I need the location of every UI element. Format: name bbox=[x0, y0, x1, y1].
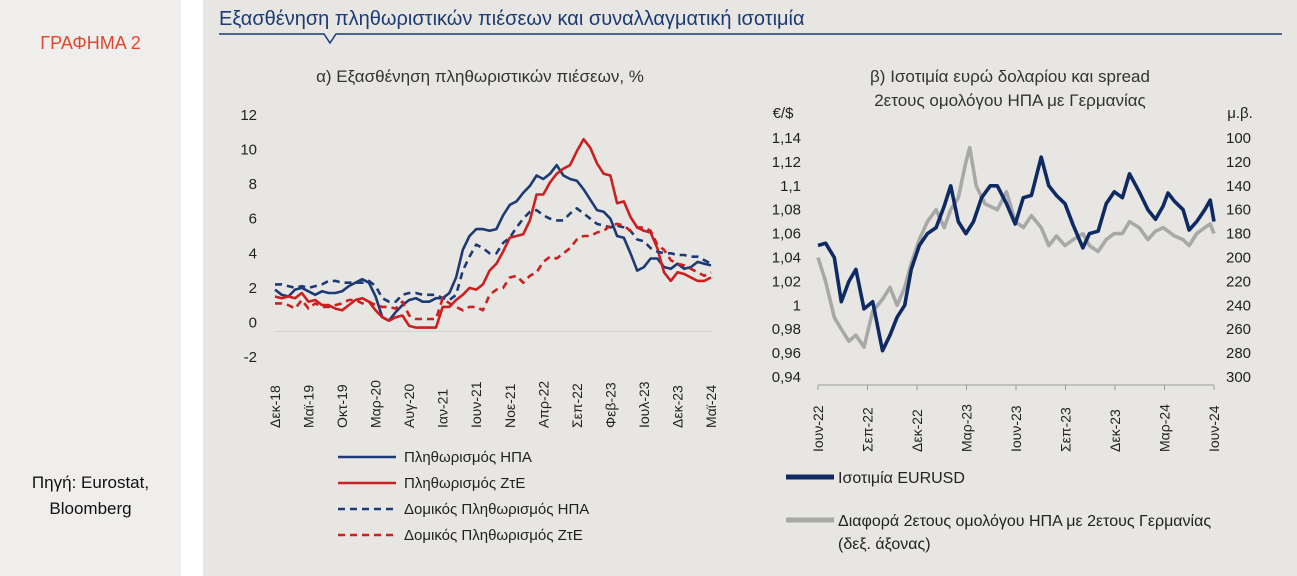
chart-a-x-axis: Δεκ-18 Μαϊ-19 Οκτ-19 Μαρ-20 Αυγ-20 Ιαν-21 Ιουν… bbox=[267, 380, 719, 428]
source-note: Πηγή: Eurostat, Bloomberg bbox=[0, 470, 181, 522]
chart-b-title-line-2: 2ετους ομολόγου ΗΠΑ με Γερμανίας bbox=[874, 91, 1146, 110]
chart-b-legend-label: Ισοτιμία EURUSD bbox=[838, 470, 965, 487]
chart-b-series-line-1 bbox=[817, 155, 1216, 353]
chart-b-series bbox=[816, 145, 1216, 353]
chart-b-left-tick-label: 0,94 bbox=[772, 369, 801, 386]
chart-b-left-axis-unit: €/$ bbox=[773, 105, 795, 122]
chart-a-legend-label: Δομικός Πληθωρισμός ΖτΕ bbox=[404, 527, 583, 544]
figure-panel bbox=[203, 0, 1297, 576]
chart-b-right-tick-label: 120 bbox=[1226, 154, 1251, 171]
chart-a-y-tick-label: 6 bbox=[249, 211, 257, 228]
chart-b-x-tick-label: Μαρ-24 bbox=[1157, 404, 1173, 452]
chart-b-right-tick-label: 220 bbox=[1226, 273, 1251, 290]
chart-b-legend: Ισοτιμία EURUSD Διαφορά 2ετους ομολόγου Η… bbox=[786, 470, 1211, 553]
figure-title: Εξασθένηση πληθωριστικών πιέσεων και συν… bbox=[219, 8, 805, 30]
chart-a-series bbox=[274, 137, 712, 329]
chart-a-x-tick-label: Ιουλ-23 bbox=[636, 381, 652, 428]
chart-b-legend-label: Διαφορά 2ετους ομολόγου ΗΠΑ με 2ετους Γε… bbox=[838, 513, 1211, 530]
chart-b-x-tick-label: Σεπ-23 bbox=[1058, 407, 1074, 452]
chart-a-x-tick-label: Μαϊ-24 bbox=[703, 385, 719, 428]
chart-b-right-tick-label: 180 bbox=[1226, 226, 1251, 243]
chart-b-x-tick-label: Ιουν-23 bbox=[1008, 405, 1024, 452]
chart-a-x-tick-label: Σεπ-22 bbox=[569, 383, 585, 428]
chart-a-x-tick-label: Ιαν-21 bbox=[435, 389, 451, 428]
source-line-2: Bloomberg bbox=[49, 499, 132, 518]
chart-b-x-tick-label: Δεκ-23 bbox=[1107, 409, 1123, 452]
chart-b: β) Ισοτιμία ευρώ δολαρίου και spread 2ετ… bbox=[772, 67, 1253, 553]
chart-a-y-tick-label: 12 bbox=[240, 107, 257, 124]
chart-b-left-tick-label: 0,96 bbox=[772, 345, 801, 362]
chart-a-series-line-4 bbox=[275, 222, 712, 321]
chart-a-x-tick-label: Ιουν-21 bbox=[468, 381, 484, 428]
chart-b-axes: 1,14 1,12 1,1 1,08 1,06 1,04 1,02 1 0,98 0,96 0,94… bbox=[772, 130, 1251, 452]
chart-a-y-tick-label: 10 bbox=[240, 142, 257, 159]
chart-b-x-tick-label: Μαρ-23 bbox=[959, 404, 975, 452]
chart-b-x-tick-label: Δεκ-22 bbox=[909, 409, 925, 452]
left-rail: ΓΡΑΦΗΜΑ 2 Πηγή: Eurostat, Bloomberg bbox=[0, 0, 181, 576]
chart-a-legend-label: Πληθωρισμός ΗΠΑ bbox=[404, 449, 532, 466]
chart-b-right-tick-label: 100 bbox=[1226, 130, 1251, 147]
chart-b-right-tick-label: 280 bbox=[1226, 345, 1251, 362]
chart-b-title-line-1: β) Ισοτιμία ευρώ δολαρίου και spread bbox=[870, 67, 1150, 86]
chart-b-right-tick-label: 260 bbox=[1226, 321, 1251, 338]
chart-b-left-tick-label: 1 bbox=[793, 297, 801, 314]
chart-a-x-tick-label: Μαρ-20 bbox=[368, 380, 384, 428]
chart-b-right-tick-label: 140 bbox=[1226, 178, 1251, 195]
chart-b-legend-label-line-2: (δεξ. άξονας) bbox=[838, 536, 931, 553]
chart-b-right-tick-label: 200 bbox=[1226, 250, 1251, 267]
chart-b-left-tick-label: 1,04 bbox=[772, 250, 801, 267]
chart-b-left-tick-label: 1,02 bbox=[772, 273, 801, 290]
chart-a-legend-label: Δομικός Πληθωρισμός ΗΠΑ bbox=[404, 501, 589, 518]
chart-b-left-tick-label: 1,1 bbox=[780, 178, 801, 195]
chart-a-y-tick-label: 2 bbox=[249, 280, 257, 297]
chart-a-legend-label: Πληθωρισμός ΖτΕ bbox=[404, 475, 525, 492]
chart-b-left-tick-label: 1,08 bbox=[772, 202, 801, 219]
chart-a-series-line-2 bbox=[274, 137, 712, 329]
chart-a-x-tick-label: Νοε-21 bbox=[502, 383, 518, 428]
chart-b-right-tick-label: 300 bbox=[1226, 369, 1251, 386]
chart-a-series-line-1 bbox=[274, 163, 712, 322]
chart-a-x-tick-label: Μαϊ-19 bbox=[301, 385, 317, 428]
chart-b-x-tick-label: Ιουν-22 bbox=[810, 405, 826, 452]
chart-a-x-tick-label: Οκτ-19 bbox=[334, 384, 350, 428]
graph-label: ΓΡΑΦΗΜΑ 2 bbox=[40, 33, 141, 53]
chart-a-x-tick-label: Απρ-22 bbox=[535, 381, 551, 428]
chart-a-legend: Πληθωρισμός ΗΠΑ Πληθωρισμός ΖτΕ Δομικός Πλ… bbox=[338, 449, 589, 544]
chart-a-y-tick-label: 0 bbox=[249, 314, 257, 331]
chart-a-y-axis: -2 0 2 4 6 8 10 12 bbox=[240, 107, 711, 366]
chart-b-left-tick-label: 1,12 bbox=[772, 154, 801, 171]
chart-a-x-tick-label: Φεβ-23 bbox=[602, 382, 618, 428]
chart-b-x-tick-label: Ιουν-24 bbox=[1206, 405, 1222, 452]
chart-a-y-tick-label: 8 bbox=[249, 176, 257, 193]
chart-b-right-axis-unit: μ.β. bbox=[1227, 105, 1253, 122]
chart-a-title: α) Εξασθένηση πληθωριστικών πιέσεων, % bbox=[316, 67, 644, 86]
chart-b-left-tick-label: 1,06 bbox=[772, 226, 801, 243]
chart-b-right-tick-label: 160 bbox=[1226, 202, 1251, 219]
chart-b-right-tick-label: 240 bbox=[1226, 297, 1251, 314]
chart-a: α) Εξασθένηση πληθωριστικών πιέσεων, % -… bbox=[240, 67, 719, 544]
chart-b-x-tick-label: Σεπ-22 bbox=[860, 407, 876, 452]
chart-a-y-tick-label: 4 bbox=[249, 245, 257, 262]
source-line-1: Πηγή: Eurostat, bbox=[31, 473, 150, 492]
title-underline bbox=[219, 33, 1282, 45]
chart-a-x-tick-label: Δεκ-18 bbox=[267, 385, 283, 428]
chart-a-series-line-3 bbox=[275, 207, 712, 303]
chart-b-series-line-2 bbox=[816, 145, 1216, 349]
chart-a-x-tick-label: Δεκ-23 bbox=[669, 385, 685, 428]
chart-b-left-tick-label: 0,98 bbox=[772, 321, 801, 338]
chart-b-left-tick-label: 1,14 bbox=[772, 130, 801, 147]
chart-a-x-tick-label: Αυγ-20 bbox=[401, 384, 417, 428]
chart-a-y-tick-label: -2 bbox=[244, 349, 257, 366]
